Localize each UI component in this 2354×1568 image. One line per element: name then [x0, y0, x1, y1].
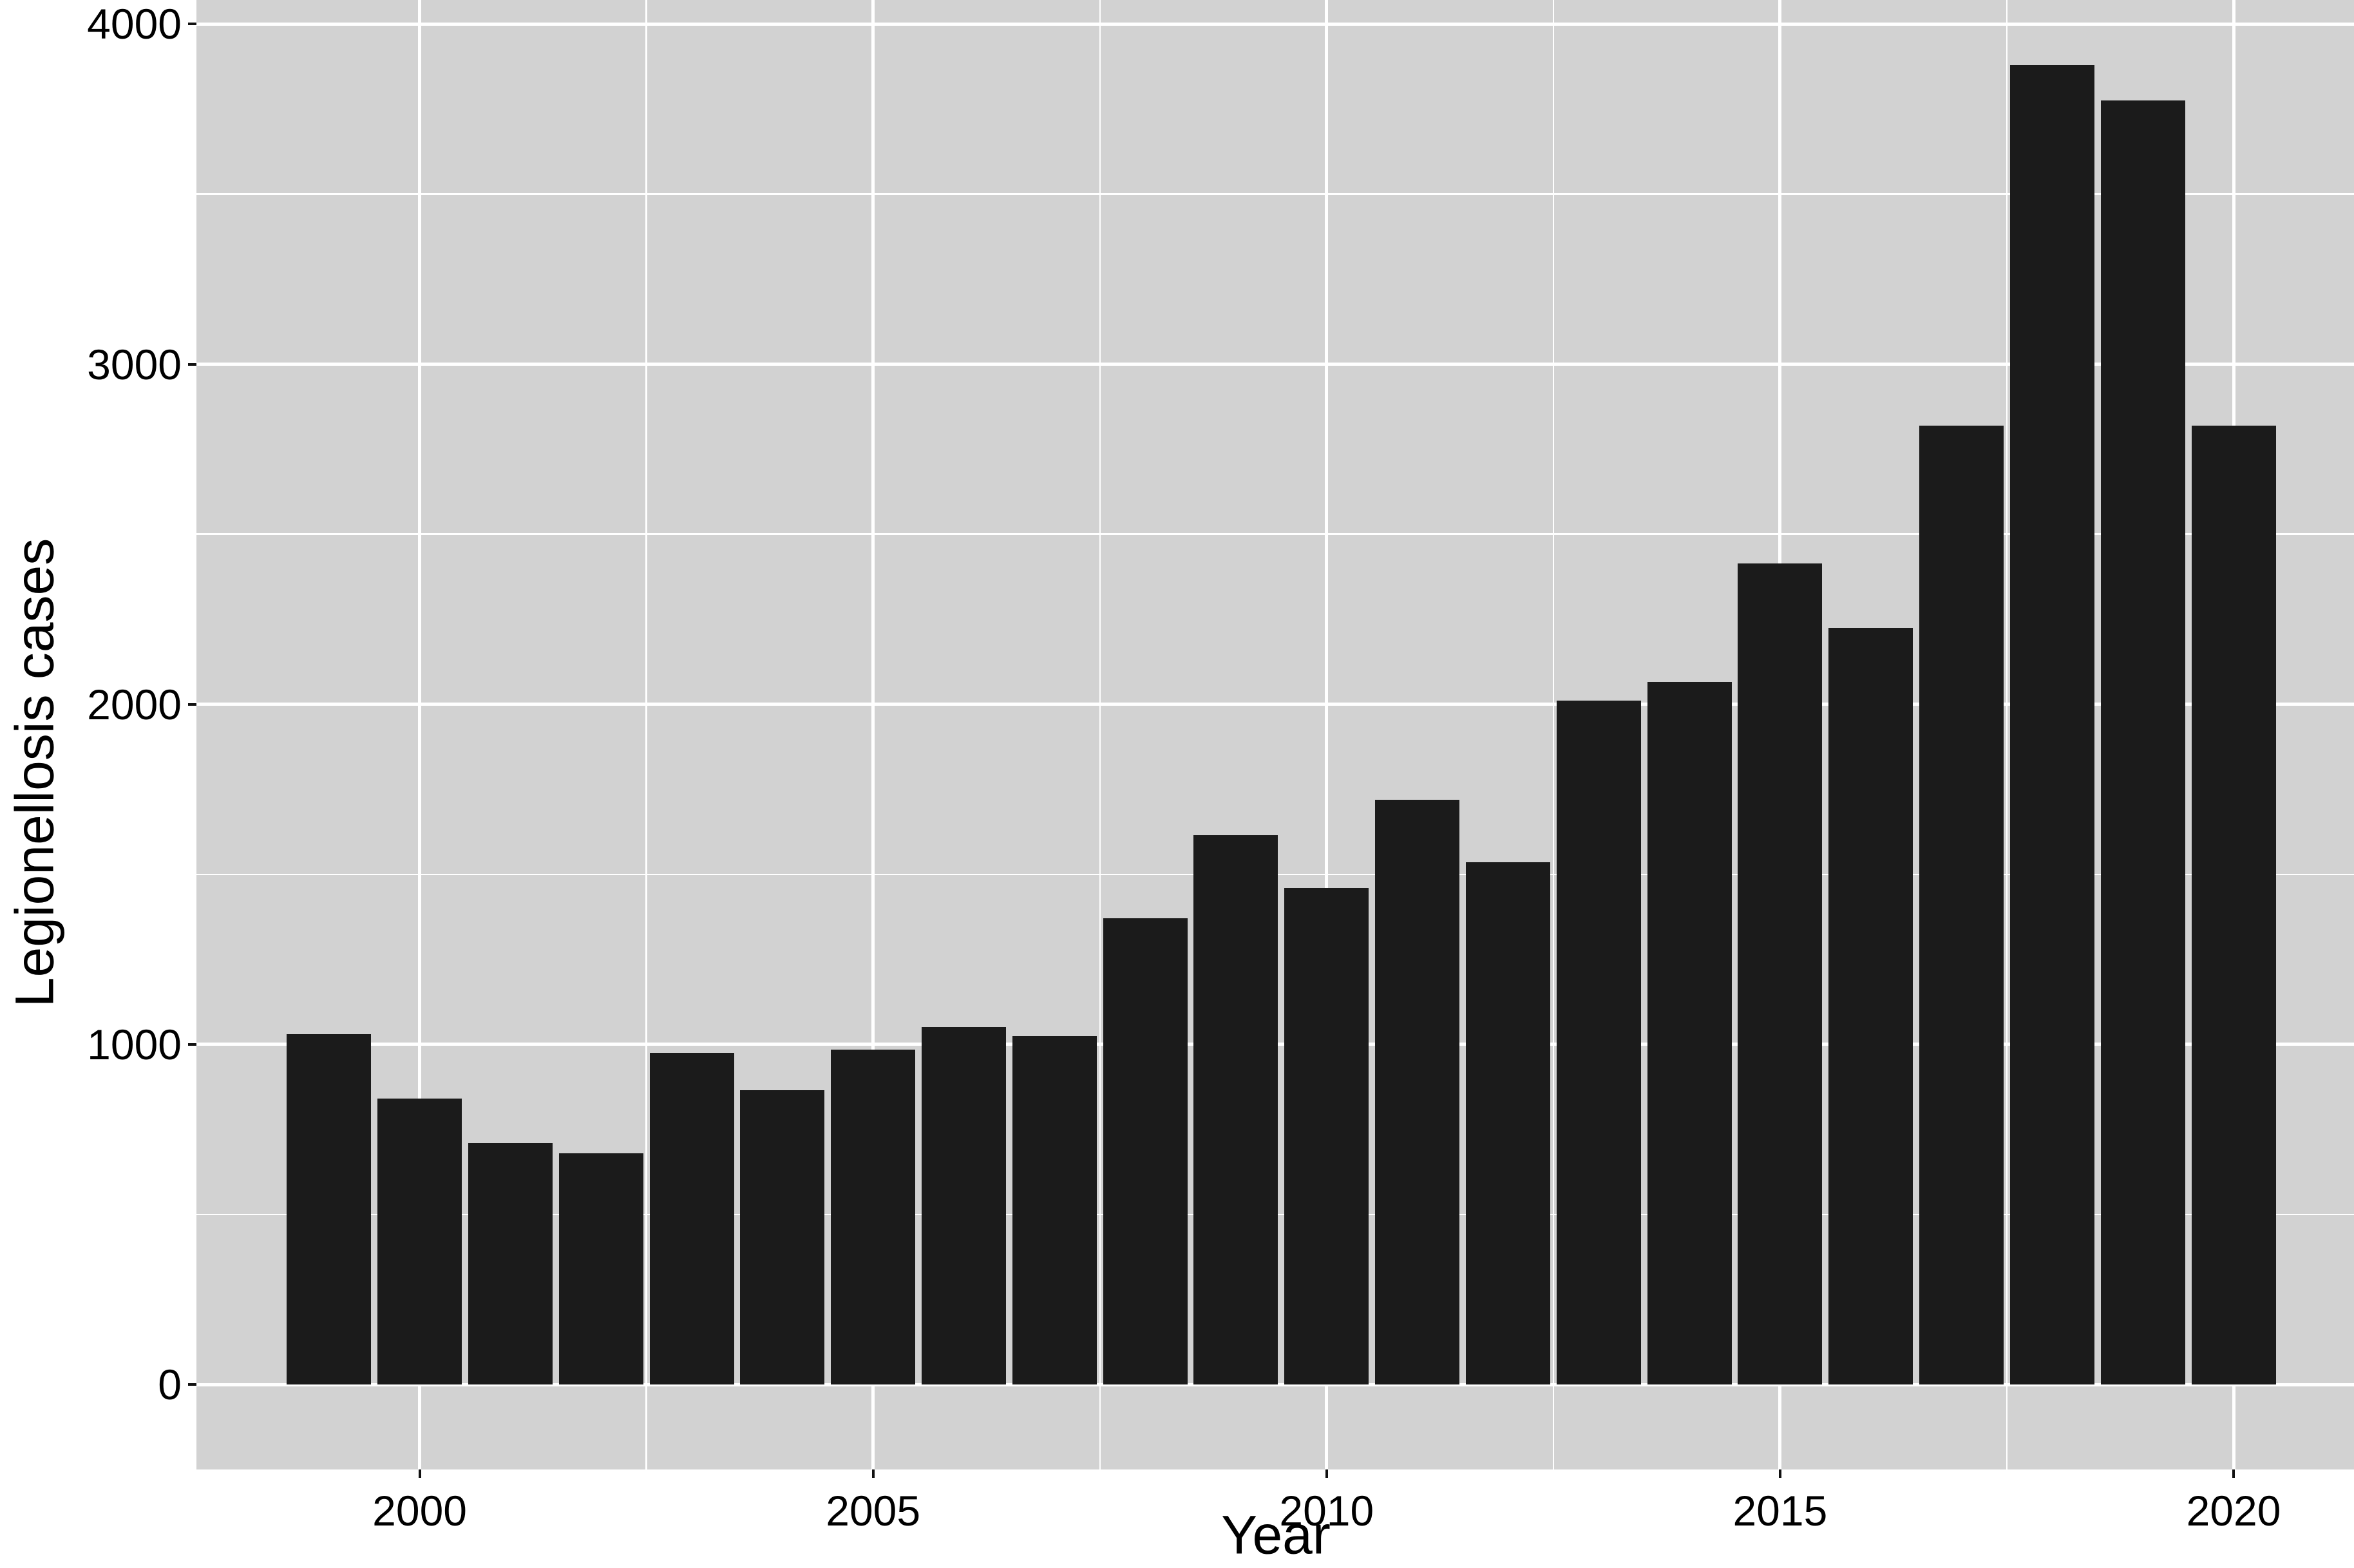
y-tick-label-4000: 4000 — [87, 0, 182, 48]
bar-2017 — [1919, 425, 2004, 1384]
x-tick-label-2010: 2010 — [1279, 1487, 1374, 1535]
bar-2008 — [1103, 918, 1188, 1384]
bar-2009 — [1193, 835, 1278, 1384]
x-tick-2000 — [418, 1469, 421, 1478]
y-tick-2000 — [188, 703, 196, 706]
y-tick-1000 — [188, 1043, 196, 1046]
y-tick-label-3000: 3000 — [87, 340, 182, 388]
gridline-major-h-0 — [196, 1383, 2354, 1386]
bar-2012 — [1465, 862, 1550, 1384]
gridline-minor-v-2017.5 — [2006, 0, 2008, 1469]
bar-2001 — [468, 1143, 553, 1384]
x-axis-title: Year — [1221, 1504, 1331, 1565]
x-tick-2020 — [2232, 1469, 2235, 1478]
x-tick-2005 — [871, 1469, 875, 1478]
bar-2016 — [1828, 627, 1913, 1384]
gridline-major-h-2000 — [196, 703, 2354, 706]
gridline-minor-v-2012.5 — [1552, 0, 1555, 1469]
y-tick-label-0: 0 — [158, 1361, 182, 1408]
x-tick-label-2005: 2005 — [826, 1487, 921, 1535]
bar-2011 — [1375, 799, 1460, 1384]
gridline-major-v-2005 — [871, 0, 875, 1469]
y-tick-4000 — [188, 23, 196, 26]
bar-2002 — [558, 1153, 643, 1384]
x-tick-label-2020: 2020 — [2186, 1487, 2281, 1535]
gridline-minor-h-2500 — [196, 533, 2354, 535]
bar-2003 — [649, 1053, 734, 1384]
bar-2018 — [2009, 64, 2094, 1384]
x-tick-label-2015: 2015 — [1732, 1487, 1828, 1535]
bar-2013 — [1556, 701, 1641, 1384]
gridline-major-v-2000 — [418, 0, 422, 1469]
bar-2004 — [740, 1090, 825, 1384]
bar-2015 — [1738, 563, 1823, 1384]
bar-2014 — [1647, 682, 1732, 1384]
bar-2010 — [1284, 887, 1369, 1384]
bar-2000 — [377, 1099, 462, 1384]
gridline-minor-v-2002.5 — [645, 0, 647, 1469]
bar-2020 — [2191, 425, 2276, 1384]
bar-2007 — [1012, 1035, 1097, 1384]
y-axis-title: Legionellosis cases — [4, 538, 65, 1008]
x-tick-label-2000: 2000 — [372, 1487, 468, 1535]
gridline-major-h-3000 — [196, 363, 2354, 366]
y-tick-label-1000: 1000 — [87, 1020, 182, 1068]
x-tick-2015 — [1778, 1469, 1781, 1478]
x-tick-2010 — [1325, 1469, 1328, 1478]
bar-2019 — [2100, 100, 2185, 1384]
gridline-major-h-4000 — [196, 22, 2354, 26]
bar-1999 — [287, 1034, 372, 1384]
y-tick-0 — [188, 1383, 196, 1386]
y-tick-3000 — [188, 363, 196, 366]
y-tick-label-2000: 2000 — [87, 680, 182, 728]
bar-2005 — [831, 1049, 916, 1384]
gridline-major-v-2010 — [1325, 0, 1329, 1469]
bar-2006 — [922, 1027, 1007, 1384]
gridline-minor-v-2007.5 — [1099, 0, 1101, 1469]
gridline-minor-h-3500 — [196, 193, 2354, 195]
